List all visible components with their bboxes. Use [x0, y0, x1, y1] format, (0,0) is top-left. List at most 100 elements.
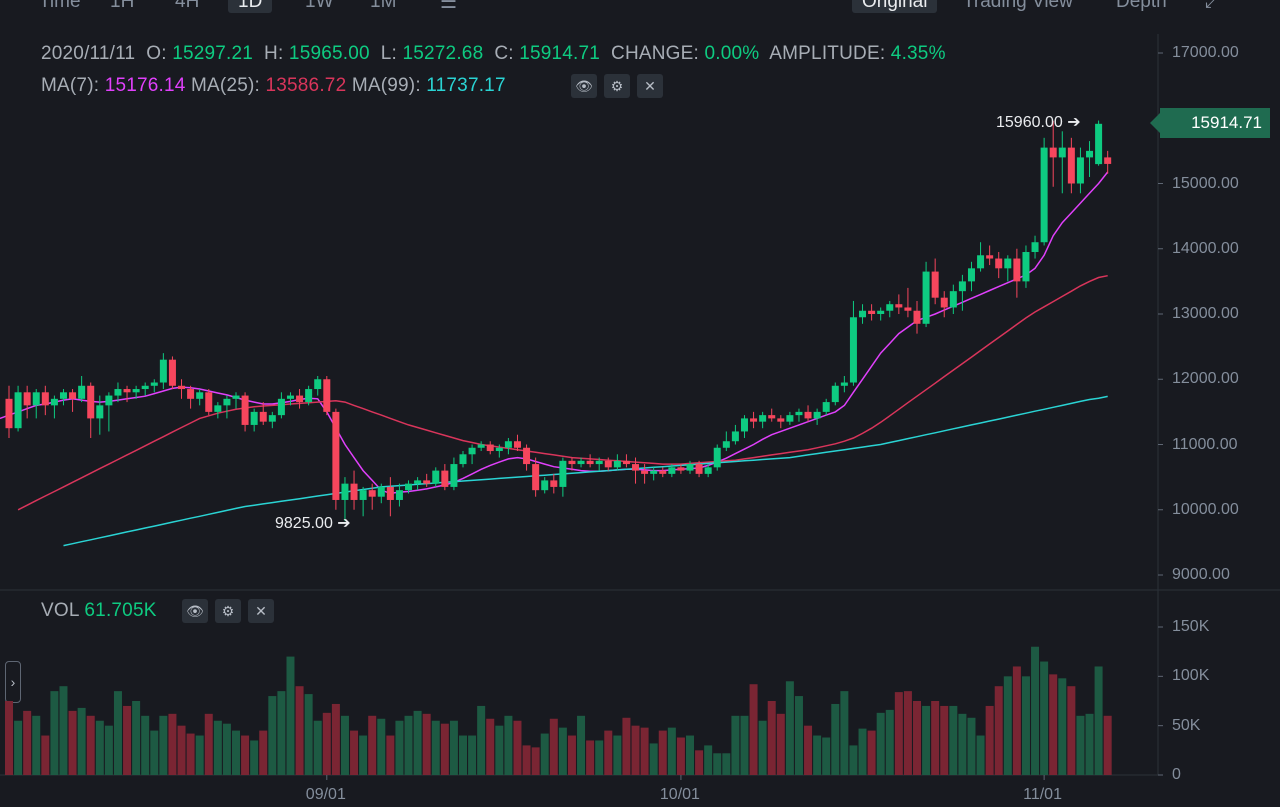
candle-body	[150, 382, 158, 386]
y-tick-label: 9000.00	[1172, 566, 1230, 583]
candle	[359, 486, 367, 517]
candle	[368, 483, 376, 510]
candle-body	[259, 411, 267, 422]
vol-visibility-eye-icon[interactable]: 👁	[182, 599, 208, 623]
ma7-value: 15176.14	[104, 75, 186, 96]
candle	[187, 385, 195, 409]
ma-visibility-eye-icon[interactable]: 👁	[571, 74, 597, 98]
candle	[695, 460, 703, 478]
candle-body	[1040, 147, 1048, 243]
fullscreen-icon[interactable]: ⤢	[1205, 0, 1221, 12]
volume-bar	[867, 730, 876, 775]
candle-body	[1095, 123, 1103, 165]
y-tick-label: 13000.00	[1172, 305, 1239, 322]
tab-time[interactable]: Time	[39, 0, 81, 12]
timeframe-toolbar: Time 1H 4H 1D 1W 1M ⚌ Original Trading V…	[0, 0, 1280, 20]
candle	[622, 454, 630, 468]
candle	[150, 379, 158, 393]
ma25-label: MA(25):	[191, 75, 260, 96]
candlesticks	[5, 120, 1112, 522]
volume-bar	[1085, 713, 1094, 775]
candle-body	[41, 392, 49, 406]
tab-1m[interactable]: 1M	[370, 0, 397, 12]
tab-1h[interactable]: 1H	[110, 0, 135, 12]
ma99-value: 11737.17	[426, 75, 506, 96]
candle-body	[132, 389, 140, 393]
ma99-label: MA(99):	[351, 75, 421, 96]
ma-close-icon[interactable]: ✕	[637, 74, 663, 98]
volume-bar	[59, 686, 68, 775]
volume-bar	[1094, 666, 1103, 775]
volume-bar	[41, 735, 50, 775]
candle	[795, 408, 803, 422]
volume-bar	[785, 681, 794, 775]
volume-bar	[459, 735, 467, 775]
volume-bar	[704, 745, 713, 775]
candle-body	[96, 405, 104, 419]
candle	[641, 464, 649, 484]
candle-body	[550, 480, 558, 487]
candle	[541, 477, 549, 494]
candle	[423, 473, 431, 487]
candle	[259, 402, 267, 425]
y-tick-label: 14000.00	[1172, 239, 1239, 257]
tab-depth[interactable]: Depth	[1116, 0, 1167, 12]
volume-bar	[622, 717, 631, 775]
candle-body	[559, 460, 567, 487]
ma-settings-gear-icon[interactable]: ⚙	[604, 74, 630, 98]
candle-body	[323, 379, 331, 412]
tab-trading-view[interactable]: Trading View	[963, 0, 1073, 12]
candle	[922, 261, 930, 328]
volume-bar	[104, 725, 113, 775]
candle-body	[541, 480, 549, 491]
change-label: CHANGE:	[611, 43, 699, 64]
close-value: 15914.71	[519, 43, 601, 64]
tab-1d[interactable]: 1D	[228, 0, 273, 13]
tab-original[interactable]: Original	[852, 0, 938, 13]
candle-body	[141, 385, 149, 390]
candle-body	[1086, 150, 1094, 158]
candle-body	[314, 379, 322, 390]
candle-body	[32, 392, 40, 406]
vol-close-icon[interactable]: ✕	[248, 599, 274, 623]
volume-bar	[758, 720, 767, 775]
vol-settings-gear-icon[interactable]: ⚙	[215, 599, 241, 623]
volume-bar	[495, 725, 504, 775]
indicator-settings-icon[interactable]: ⚌	[440, 0, 458, 13]
candle	[504, 437, 512, 455]
open-value: 15297.21	[172, 43, 254, 64]
volume-bar	[686, 735, 694, 775]
candle	[986, 245, 994, 266]
candle	[940, 291, 948, 318]
volume-bar	[286, 656, 295, 775]
volume-bar	[23, 710, 32, 775]
tab-1w[interactable]: 1W	[305, 0, 334, 12]
candle	[277, 392, 285, 419]
candle-body	[277, 398, 285, 416]
volume-bar	[876, 712, 885, 775]
candle	[586, 454, 594, 468]
candle-body	[586, 460, 594, 465]
candle	[123, 385, 131, 403]
candle	[459, 451, 467, 468]
candle-body	[441, 470, 449, 487]
volume-bar	[449, 720, 458, 775]
candle-body	[477, 444, 485, 448]
tab-4h[interactable]: 4H	[175, 0, 200, 12]
candle	[286, 392, 294, 406]
candle-body	[359, 490, 367, 500]
candle	[168, 356, 176, 390]
low-annotation-value: 9825.00	[275, 515, 333, 532]
candle	[713, 444, 721, 471]
volume-bar	[213, 720, 222, 775]
candle-body	[1031, 242, 1039, 253]
candle-body	[459, 454, 467, 465]
candle	[613, 454, 621, 471]
volume-bar	[159, 715, 168, 775]
volume-bar	[577, 715, 586, 775]
candle-body	[205, 392, 213, 412]
volume-bar	[195, 735, 204, 775]
candle	[977, 242, 985, 272]
volume-bar	[1076, 715, 1085, 775]
